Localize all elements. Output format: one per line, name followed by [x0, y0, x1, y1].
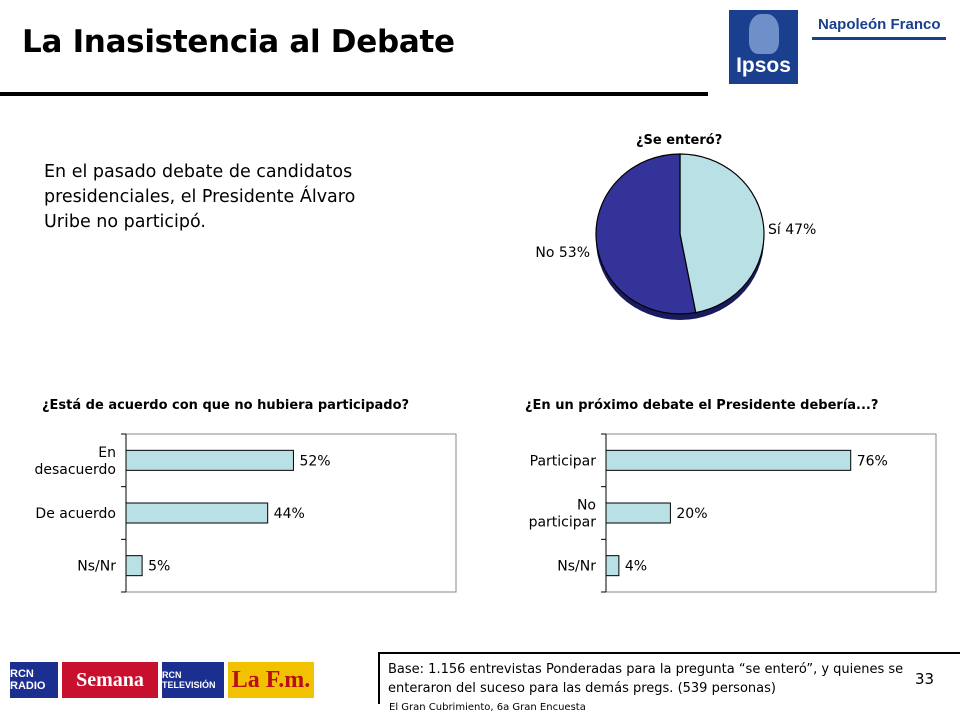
bar-chart-2-category-label: Participar [530, 453, 597, 469]
pie-label-si: Sí 47% [768, 222, 816, 238]
bar-chart-2-bar [605, 502, 671, 524]
media-logos: RCN RADIO Semana RCN TELEVISIÓN La F.m. [10, 662, 315, 698]
ipsos-logo: Ipsos [729, 10, 798, 84]
bar-chart-1-category-label: En desacuerdo [34, 445, 116, 478]
rcn-television-logo: RCN TELEVISIÓN [162, 662, 224, 698]
bar-chart-2-bar [605, 555, 620, 577]
bar-chart-1-category-label: De acuerdo [35, 506, 116, 522]
bar-chart-2-category-label: Ns/Nr [557, 559, 596, 575]
rcn-radio-logo: RCN RADIO [10, 662, 58, 698]
bar-chart-1-bar [125, 449, 294, 471]
bar-chart-1-title: ¿Está de acuerdo con que no hubiera part… [42, 398, 410, 413]
ipsos-face-icon [749, 14, 779, 54]
bar-chart-2-value-label: 4% [625, 559, 647, 575]
bar-chart-1-category-label: Ns/Nr [77, 559, 116, 575]
la-fm-logo: La F.m. [228, 662, 314, 698]
source-note: El Gran Cubrimiento, 6a Gran Encuesta [389, 702, 586, 713]
pie-label-no: No 53% [535, 245, 590, 261]
bar-chart-2-value-label: 76% [857, 453, 888, 469]
base-note: Base: 1.156 entrevistas Ponderadas para … [388, 662, 904, 696]
bar-chart-2-value-label: 20% [676, 506, 707, 522]
bar-chart-1-value-label: 52% [299, 453, 330, 469]
semana-logo: Semana [62, 662, 158, 698]
footer-frame [378, 652, 960, 704]
bar-chart-1-value-label: 5% [148, 559, 170, 575]
bar-chart-2-title: ¿En un próximo debate el Presidente debe… [525, 398, 879, 413]
napoleon-franco-rule [812, 37, 946, 40]
bar-chart-1-value-label: 44% [274, 506, 305, 522]
bar-chart-1-bar [125, 502, 269, 524]
bar-chart-1-bar [125, 555, 143, 577]
intro-text: En el pasado debate de candidatos presid… [44, 162, 356, 232]
page-number: 33 [915, 670, 935, 688]
bar-chart-1: 52% En desacuerdo 44% De acuerdo 5% Ns/Nr [34, 433, 457, 593]
pie-slice-no [595, 153, 697, 315]
bar-chart-2-category-label: No participar [529, 498, 597, 531]
pie-chart-title: ¿Se enteró? [636, 133, 723, 148]
title-divider [0, 92, 708, 96]
pie-chart: Sí 47% No 53% [535, 153, 816, 320]
page-title: La Inasistencia al Debate [22, 24, 455, 60]
bar-chart-2: 76% Participar 20% No participar 4% Ns/Nr [529, 433, 937, 593]
napoleon-franco-logo: Napoleón Franco [818, 16, 941, 33]
bar-chart-2-bar [605, 449, 852, 471]
ipsos-logo-text: Ipsos [736, 54, 791, 77]
pie-slice-s [679, 153, 765, 314]
